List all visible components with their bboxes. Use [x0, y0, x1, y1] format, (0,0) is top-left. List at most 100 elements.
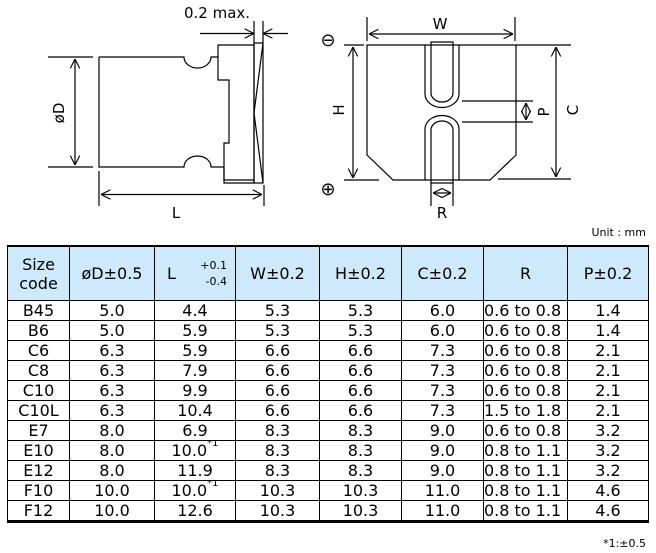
cell-w: 8.3: [235, 440, 320, 461]
cell-w: 6.6: [235, 340, 320, 361]
footnote-marker: *1: [207, 440, 219, 449]
cell-l: 10.4: [154, 400, 236, 421]
cell-c: 9.0: [401, 420, 484, 441]
cell-w: 6.6: [235, 380, 320, 401]
cell-r: 0.8 to 1.1: [483, 460, 568, 481]
cell-r: 0.6 to 0.8: [483, 320, 568, 341]
cell-c: 7.3: [401, 400, 484, 421]
cell-h: 6.6: [319, 360, 402, 381]
cell-r: 0.6 to 0.8: [483, 360, 568, 381]
cell-d: 6.3: [69, 340, 155, 361]
cell-h: 6.6: [319, 400, 402, 421]
gap-label: 0.2 max.: [184, 4, 250, 22]
cell-p: 4.6: [567, 500, 649, 523]
cell-r: 0.8 to 1.1: [483, 440, 568, 461]
cell-p: 1.4: [567, 320, 649, 341]
cell-c: 6.0: [401, 320, 484, 341]
cell-w: 8.3: [235, 460, 320, 481]
cell-code: C10L: [7, 400, 70, 421]
cell-r: 0.8 to 1.1: [483, 480, 568, 501]
header-c: C±0.2: [401, 245, 484, 301]
cell-h: 8.3: [319, 440, 402, 461]
minus-terminal-icon: ⊖: [320, 30, 335, 51]
table-row: C6 6.3 5.9 6.6 6.6 7.3 0.6 to 0.8 2.1: [7, 340, 649, 361]
plus-terminal-icon: ⊕: [320, 179, 335, 200]
footnote-marker: *1: [207, 480, 219, 489]
cell-l: 7.9: [154, 360, 236, 381]
header-r: R: [483, 245, 568, 301]
cell-code: B6: [7, 320, 70, 341]
cell-h: 10.3: [319, 480, 402, 501]
table-row: B45 5.0 4.4 5.3 5.3 6.0 0.6 to 0.8 1.4: [7, 300, 649, 321]
cell-p: 2.1: [567, 380, 649, 401]
table-row: F10 10.0 10.0*1 10.3 10.3 11.0 0.8 to 1.1 4.6: [7, 480, 649, 501]
table-row: C8 6.3 7.9 6.6 6.6 7.3 0.6 to 0.8 2.1: [7, 360, 649, 381]
cell-code: E12: [7, 460, 70, 481]
unit-label: Unit : mm: [591, 226, 646, 239]
cell-d: 5.0: [69, 300, 155, 321]
cell-h: 5.3: [319, 300, 402, 321]
table-row: F12 10.0 12.6 10.3 10.3 11.0 0.8 to 1.1 4.6: [7, 500, 649, 523]
cell-p: 4.6: [567, 480, 649, 501]
d-label: øD: [50, 103, 68, 124]
cell-p: 2.1: [567, 360, 649, 381]
cell-p: 2.1: [567, 340, 649, 361]
cell-code: F10: [7, 480, 70, 501]
cell-c: 9.0: [401, 440, 484, 461]
capacitor-side-body: [99, 44, 255, 184]
cell-l: 5.9: [154, 340, 236, 361]
cell-d: 6.3: [69, 380, 155, 401]
cell-w: 6.6: [235, 360, 320, 381]
dimensions-table: Size code øD±0.5 L +0.1 -0.4 W±0.2 H±0.2 C±…: [7, 245, 649, 523]
cell-w: 10.3: [235, 500, 320, 523]
cell-w: 6.6: [235, 400, 320, 421]
table-row: E7 8.0 6.9 8.3 8.3 9.0 0.6 to 0.8 3.2: [7, 420, 649, 441]
cell-code: F12: [7, 500, 70, 523]
cell-l: 11.9: [154, 460, 236, 481]
l-label: L: [172, 204, 181, 222]
cell-r: 0.6 to 0.8: [483, 420, 568, 441]
cell-d: 8.0: [69, 460, 155, 481]
p-label: P: [535, 107, 553, 116]
cell-d: 10.0: [69, 500, 155, 523]
cell-l: 4.4: [154, 300, 236, 321]
cell-p: 3.2: [567, 440, 649, 461]
cell-l: 5.9: [154, 320, 236, 341]
cell-c: 11.0: [401, 480, 484, 501]
cell-code: C6: [7, 340, 70, 361]
cell-d: 8.0: [69, 440, 155, 461]
header-d: øD±0.5: [69, 245, 155, 301]
cell-p: 3.2: [567, 420, 649, 441]
header-l: L +0.1 -0.4: [154, 245, 236, 301]
cell-r: 0.8 to 1.1: [483, 500, 568, 523]
header-p: P±0.2: [567, 245, 649, 301]
cell-r: 0.6 to 0.8: [483, 380, 568, 401]
seat-plate: [253, 42, 264, 184]
w-label: W: [433, 15, 448, 33]
cell-d: 6.3: [69, 360, 155, 381]
header-h: H±0.2: [319, 245, 402, 301]
cell-c: 7.3: [401, 340, 484, 361]
cell-code: C8: [7, 360, 70, 381]
cell-d: 8.0: [69, 420, 155, 441]
cell-d: 6.3: [69, 400, 155, 421]
cell-code: B45: [7, 300, 70, 321]
cell-h: 5.3: [319, 320, 402, 341]
cell-h: 6.6: [319, 380, 402, 401]
cell-c: 9.0: [401, 460, 484, 481]
dimension-drawing: 0.2 max. øD L W H C P R ⊖ ⊕: [48, 4, 582, 222]
cell-h: 6.6: [319, 340, 402, 361]
r-label: R: [437, 204, 447, 222]
table-row: C10L 6.3 10.4 6.6 6.6 7.3 1.5 to 1.8 2.1: [7, 400, 649, 421]
cell-r: 0.6 to 0.8: [483, 340, 568, 361]
cell-l: 6.9: [154, 420, 236, 441]
cell-h: 8.3: [319, 460, 402, 481]
cell-c: 7.3: [401, 360, 484, 381]
footnote: *1:±0.5: [603, 537, 646, 550]
h-label: H: [330, 104, 348, 115]
cell-code: E7: [7, 420, 70, 441]
cell-r: 1.5 to 1.8: [483, 400, 568, 421]
cell-d: 5.0: [69, 320, 155, 341]
cell-d: 10.0: [69, 480, 155, 501]
cell-w: 8.3: [235, 420, 320, 441]
